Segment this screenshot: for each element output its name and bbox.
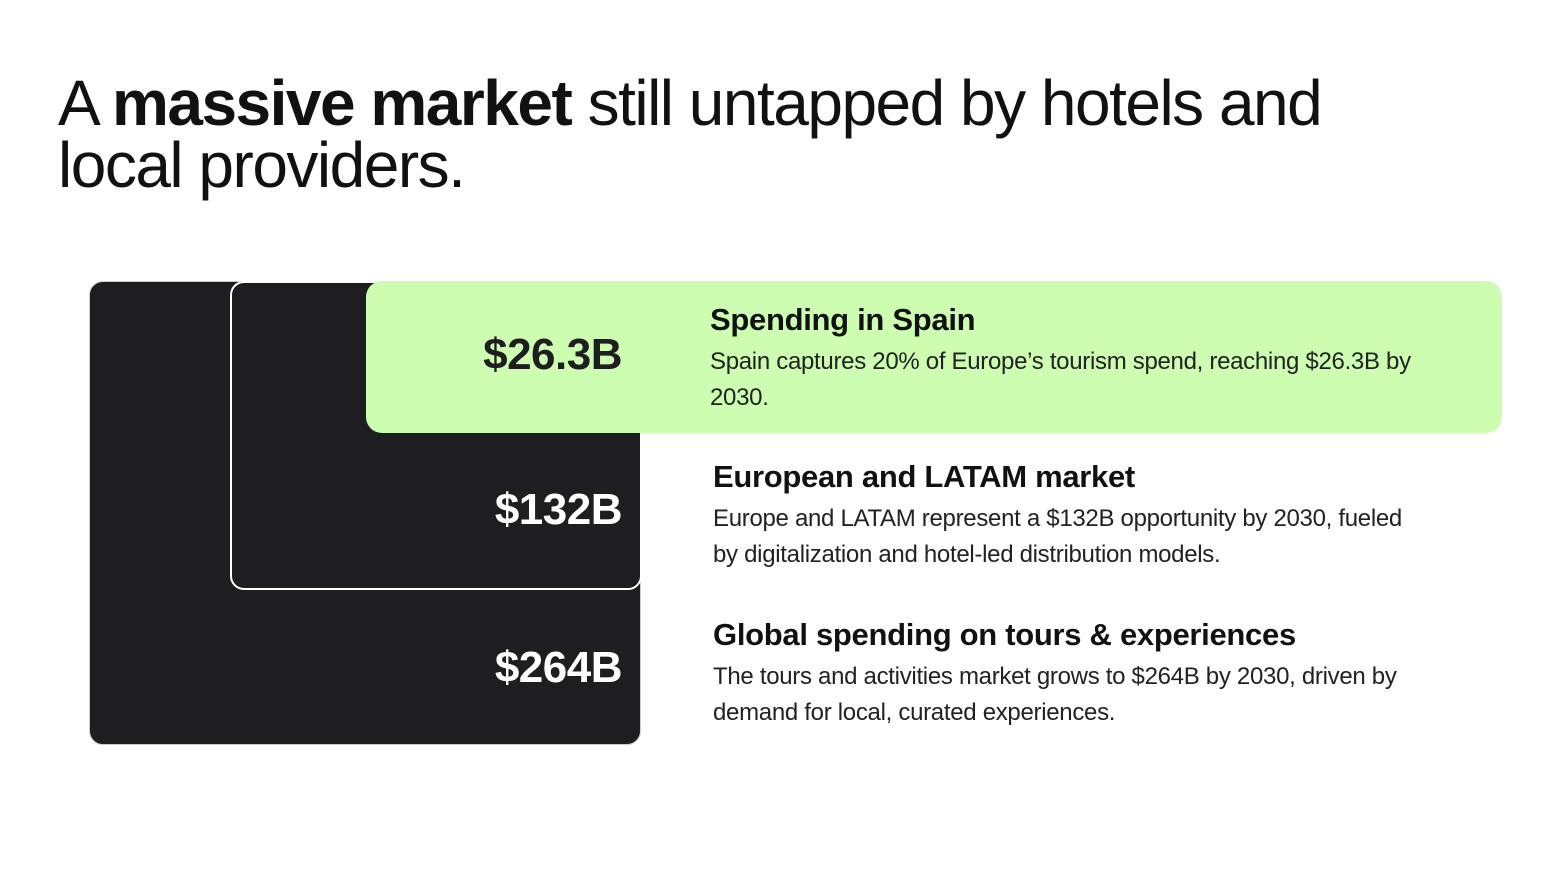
spain-text: Spain captures 20% of Europe’s tourism s… [710,348,1411,411]
global-text: The tours and activities market grows to… [713,663,1397,726]
europe-latam-text: Europe and LATAM represent a $132B oppor… [713,505,1402,568]
spain-value: $26.3B [483,330,622,379]
spain-description: Spending in Spain Spain captures 20% of … [710,302,1490,416]
title-bold: massive market [111,67,573,139]
title-pre: A [58,67,112,139]
global-heading: Global spending on tours & experiences [713,617,1296,652]
global-value: $264B [494,643,623,692]
europe-latam-description: European and LATAM market Europe and LAT… [713,459,1493,573]
europe-latam-value: $132B [494,485,623,534]
spain-heading: Spending in Spain [710,302,976,337]
page-title: A massive market still untapped by hotel… [58,71,1408,197]
global-description: Global spending on tours & experiences T… [713,617,1493,731]
title-post: still untapped by hotels and local provi… [58,67,1323,201]
europe-latam-heading: European and LATAM market [713,459,1135,494]
spain-highlight-box [366,281,1502,433]
